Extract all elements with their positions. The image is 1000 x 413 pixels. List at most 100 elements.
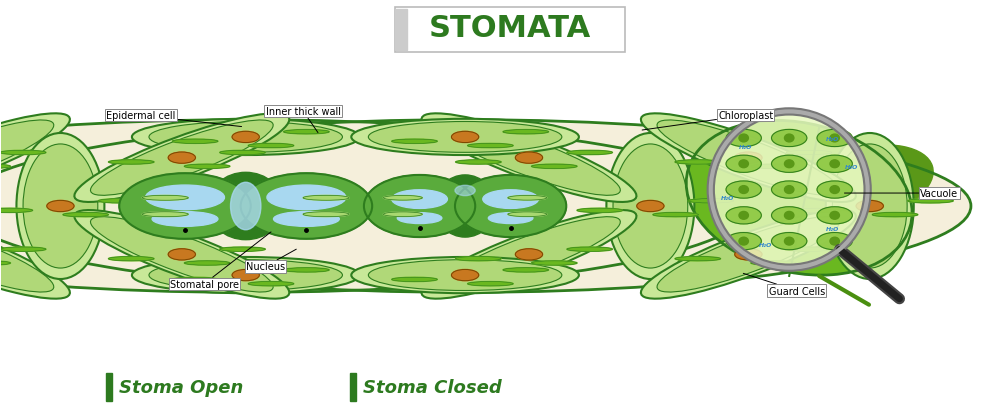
Ellipse shape [456,160,501,165]
Ellipse shape [503,268,549,273]
Ellipse shape [726,207,761,224]
Ellipse shape [675,257,721,261]
Ellipse shape [119,174,251,239]
Ellipse shape [0,121,54,196]
Ellipse shape [0,261,10,266]
Ellipse shape [657,217,840,292]
Ellipse shape [751,165,796,169]
Ellipse shape [784,212,794,220]
Ellipse shape [483,190,538,209]
Text: Vacuole: Vacuole [0,412,1,413]
Circle shape [47,201,74,212]
Ellipse shape [830,237,839,245]
Text: STOMATA: STOMATA [429,14,591,43]
Ellipse shape [23,145,98,268]
Ellipse shape [455,176,566,237]
Ellipse shape [817,156,852,173]
Ellipse shape [532,165,577,169]
Ellipse shape [784,161,794,168]
Ellipse shape [739,237,748,245]
Ellipse shape [284,268,329,273]
Ellipse shape [0,114,70,202]
Ellipse shape [508,212,547,217]
Ellipse shape [16,134,104,279]
Ellipse shape [383,196,422,201]
Ellipse shape [0,120,752,293]
Text: H₂O: H₂O [845,164,859,169]
Text: Epidermal cell: Epidermal cell [106,111,242,127]
Ellipse shape [438,217,620,292]
Bar [350,373,356,401]
Ellipse shape [688,199,734,204]
Ellipse shape [675,160,721,165]
Circle shape [515,249,543,260]
Ellipse shape [657,121,840,196]
Ellipse shape [392,190,447,209]
Ellipse shape [726,233,761,250]
Ellipse shape [908,199,953,204]
Ellipse shape [392,278,437,282]
Ellipse shape [0,217,54,292]
Ellipse shape [830,161,839,168]
Ellipse shape [488,213,533,224]
Ellipse shape [739,186,748,194]
Ellipse shape [567,247,612,252]
Ellipse shape [468,282,513,286]
Ellipse shape [641,211,856,299]
Ellipse shape [786,151,832,155]
Ellipse shape [149,122,342,153]
Text: Stoma Open: Stoma Open [119,378,243,396]
Circle shape [637,201,664,212]
Ellipse shape [63,213,108,217]
Bar [395,9,407,51]
Ellipse shape [772,207,807,224]
Text: Chloroplast: Chloroplast [0,412,1,413]
Ellipse shape [739,161,748,168]
Text: Stoma Closed: Stoma Closed [363,378,502,396]
Ellipse shape [786,247,832,252]
Ellipse shape [149,260,342,291]
Text: Stomatal pore: Stomatal pore [170,233,271,289]
Ellipse shape [503,130,549,135]
Ellipse shape [383,212,422,217]
Ellipse shape [435,176,495,237]
Ellipse shape [368,260,562,291]
Text: H₂O: H₂O [739,145,753,150]
Ellipse shape [726,182,761,199]
Ellipse shape [422,114,636,202]
Ellipse shape [751,261,796,266]
Text: H₂O: H₂O [759,242,772,247]
Ellipse shape [0,151,46,155]
Text: H₂O: H₂O [826,137,839,142]
Text: Inner thick wall: Inner thick wall [266,107,341,133]
Ellipse shape [368,122,562,153]
Text: Guard Cells: Guard Cells [743,274,825,296]
Ellipse shape [577,209,623,213]
Ellipse shape [785,145,933,226]
Ellipse shape [274,212,339,227]
Text: Vacuole: Vacuole [844,189,958,199]
Circle shape [735,249,762,260]
Ellipse shape [351,119,579,156]
Ellipse shape [772,156,807,173]
Ellipse shape [208,173,284,240]
Ellipse shape [438,121,620,196]
Ellipse shape [108,160,154,165]
Ellipse shape [772,130,807,147]
Ellipse shape [567,151,612,155]
Ellipse shape [248,144,294,148]
Text: Chloroplast: Chloroplast [642,111,773,131]
Ellipse shape [0,211,70,299]
Ellipse shape [739,135,748,142]
Ellipse shape [830,135,839,142]
Ellipse shape [784,237,794,245]
Ellipse shape [830,212,839,220]
Ellipse shape [397,213,442,224]
Ellipse shape [653,213,698,217]
Ellipse shape [872,213,918,217]
Ellipse shape [817,130,852,147]
Circle shape [232,132,259,143]
Ellipse shape [74,211,289,299]
Ellipse shape [711,112,868,268]
Text: H₂O: H₂O [826,227,839,232]
